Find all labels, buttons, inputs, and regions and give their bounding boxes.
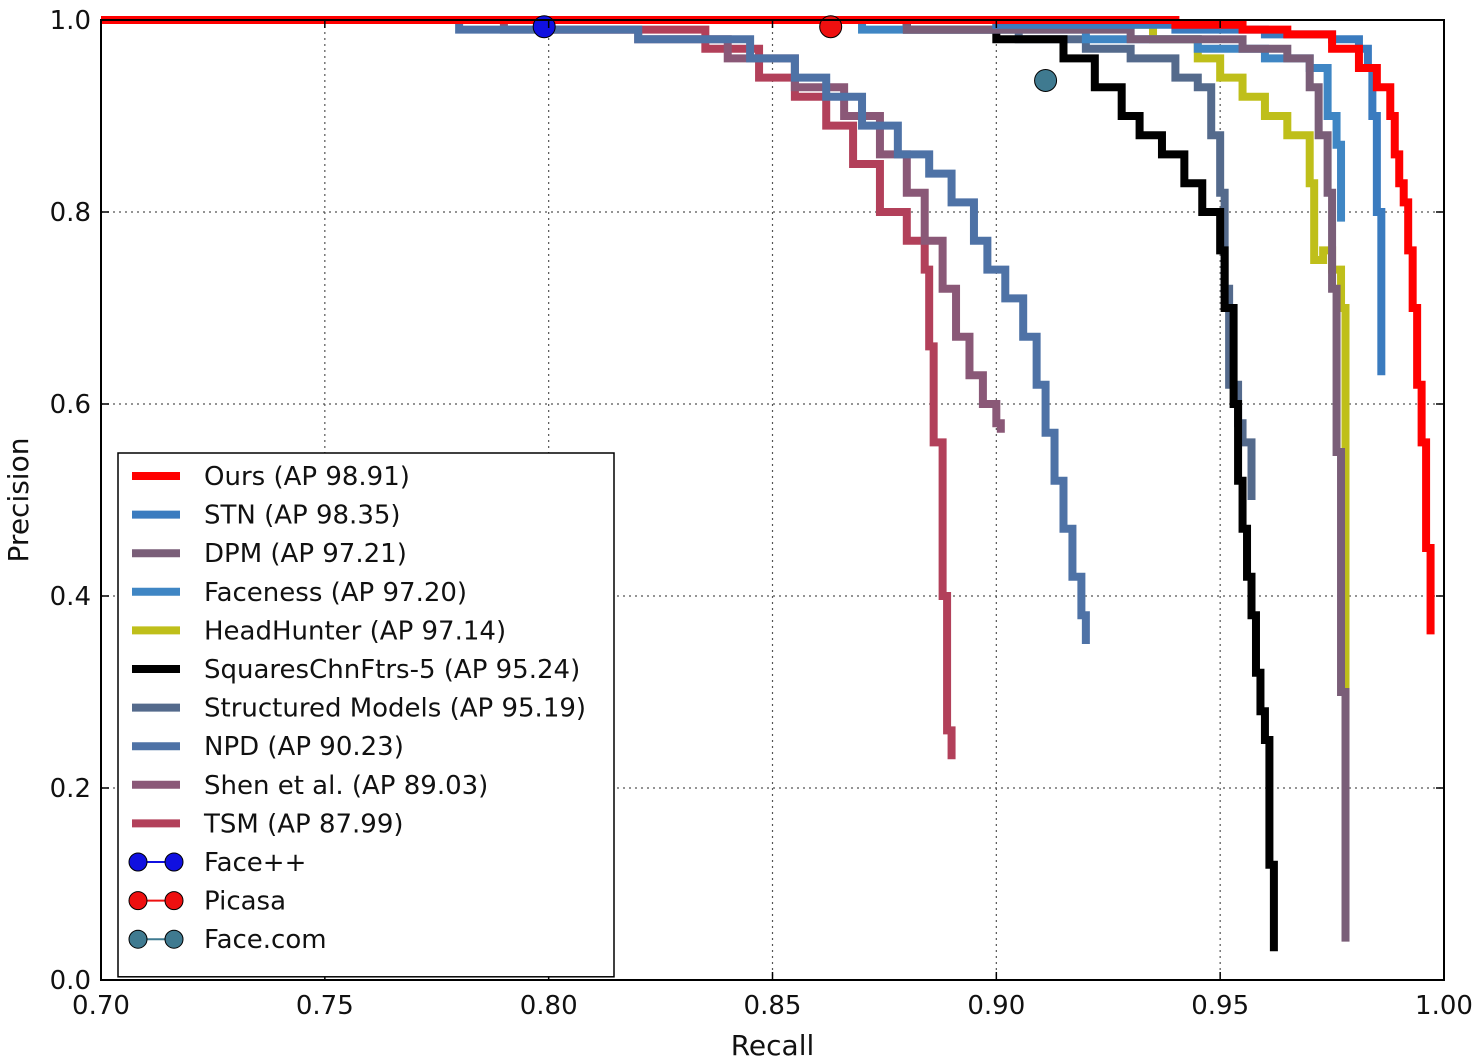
legend-label: Picasa [204,887,286,917]
axis-ticks: 0.70 0.75 0.80 0.85 0.90 0.95 1.00 0.0 0.2 0.4 0.6… [50,6,1473,1021]
series-line-ours [101,16,1435,635]
series-line-dpm [101,16,1350,942]
legend-label: NPD (AP 90.23) [204,732,404,762]
x-tick-label: 1.00 [1415,991,1473,1021]
x-tick-label: 0.70 [72,991,130,1021]
legend-marker [164,852,184,872]
legend-label: Structured Models (AP 95.19) [204,694,586,724]
legend: Ours (AP 98.91) STN (AP 98.35) DPM (AP 97.… [117,452,615,978]
legend-marker [128,852,148,872]
series-line-squareschnftrs-5 [101,16,1278,952]
legend-label: TSM (AP 87.99) [203,809,404,839]
legend-label: DPM (AP 97.21) [204,539,407,569]
y-axis-label: Precision [2,438,35,563]
legend-label: Face.com [204,925,327,955]
legend-label: Faceness (AP 97.20) [204,578,467,608]
legend-marker [164,891,184,911]
legend-label: Face++ [204,848,306,878]
y-tick-label: 0.0 [50,966,91,996]
legend-label: HeadHunter (AP 97.14) [204,616,506,646]
x-tick-label: 0.75 [296,991,354,1021]
y-tick-label: 0.4 [50,582,91,612]
y-tick-label: 0.2 [50,774,91,804]
x-tick-label: 0.85 [744,991,802,1021]
series-layer [101,16,1435,952]
series-line-shen-et-al [101,16,1005,433]
series-line-structured-models [101,16,1256,500]
legend-marker [164,929,184,949]
x-axis-label: Recall [731,1029,815,1062]
x-tick-label: 0.90 [967,991,1025,1021]
legend-label: Shen et al. (AP 89.03) [204,771,488,801]
x-tick-label: 0.80 [520,991,578,1021]
series-line-npd [101,16,1090,644]
point-markers [532,15,1058,92]
y-tick-label: 0.8 [50,198,91,228]
legend-marker [128,929,148,949]
legend-box [117,452,615,978]
point-face-com [1034,68,1058,92]
y-tick-label: 1.0 [50,6,91,36]
legend-label: Ours (AP 98.91) [204,462,410,492]
point-face [532,15,556,39]
legend-marker [128,891,148,911]
series-line-tsm [101,16,956,760]
series-line-stn [101,16,1386,376]
y-tick-label: 0.6 [50,390,91,420]
x-tick-label: 0.95 [1191,991,1249,1021]
legend-label: STN (AP 98.35) [204,501,401,531]
point-picasa [819,15,843,39]
legend-label: SquaresChnFtrs-5 (AP 95.24) [204,655,580,685]
